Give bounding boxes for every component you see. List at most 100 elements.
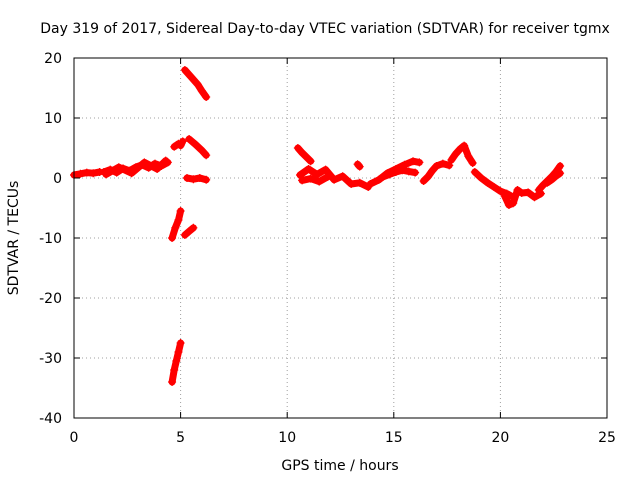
data-point-plus: [460, 141, 469, 150]
y-axis-label: SDTVAR / TECUs: [6, 181, 22, 296]
x-tick-label: 15: [385, 430, 403, 446]
data-point-plus: [197, 146, 206, 155]
data-point-plus: [556, 169, 565, 178]
data-point-plus: [551, 172, 560, 181]
data-point-plus: [193, 80, 202, 89]
data-point-plus: [321, 165, 330, 174]
data-point-plus: [543, 178, 552, 187]
data-point-plus: [174, 216, 183, 224]
data-point-plus: [202, 151, 211, 160]
data-point-plus: [379, 172, 388, 181]
x-axis-label: GPS time / hours: [281, 458, 398, 474]
data-point-plus: [168, 234, 177, 242]
data-point-plus: [496, 187, 505, 196]
axis-ticks: [73, 57, 608, 419]
y-tick-label: -10: [39, 231, 62, 247]
x-tick-label: 0: [70, 430, 79, 446]
y-tick-label: 10: [44, 111, 62, 127]
data-point-plus: [315, 177, 324, 186]
data-point-plus: [306, 174, 315, 183]
data-point-plus: [202, 93, 211, 101]
y-tick-label: -40: [39, 411, 62, 427]
data-point-plus: [500, 192, 509, 200]
data-point-plus: [185, 227, 194, 236]
data-point-plus: [468, 159, 477, 167]
data-point-plus: [385, 170, 394, 179]
data-track-2: [102, 157, 170, 178]
data-point-plus: [355, 178, 364, 187]
plot-frame: [73, 57, 608, 419]
y-tick-label: 0: [53, 171, 62, 187]
data-point-plus: [428, 166, 437, 175]
data-point-plus: [304, 165, 313, 173]
data-point-plus: [483, 178, 492, 187]
data-point-plus: [302, 153, 311, 161]
data-point-plus: [415, 158, 424, 167]
data-point-plus: [298, 148, 307, 157]
data-point-plus: [172, 357, 181, 365]
data-point-plus: [293, 144, 302, 152]
x-tick-label: 20: [491, 430, 509, 446]
data-point-plus: [140, 158, 149, 167]
data-point-plus: [423, 172, 432, 181]
data-point-plus: [477, 174, 486, 182]
data-point-plus: [391, 168, 400, 176]
grid-lines: [74, 58, 607, 418]
data-point-plus: [306, 157, 315, 166]
data-point-plus: [355, 162, 364, 171]
data-point-plus: [547, 175, 556, 184]
data-track-21: [543, 169, 564, 187]
data-point-plus: [195, 174, 204, 182]
data-point-plus: [432, 162, 441, 170]
data-point-plus: [176, 141, 185, 150]
data-point-plus: [170, 366, 179, 374]
data-track-12: [298, 173, 332, 186]
data-point-plus: [127, 169, 136, 178]
data-point-plus: [470, 168, 479, 176]
data-point-plus: [89, 169, 98, 178]
data-point-plus: [185, 135, 194, 143]
data-point-plus: [202, 175, 211, 184]
x-tick-label: 10: [278, 430, 296, 446]
data-point-plus: [313, 170, 322, 179]
data-point-plus: [189, 223, 198, 232]
data-point-plus: [187, 73, 196, 82]
data-point-plus: [504, 201, 513, 209]
data-point-plus: [298, 176, 307, 185]
data-point-plus: [530, 193, 539, 202]
data-point-plus: [490, 183, 499, 191]
data-point-plus: [168, 378, 177, 386]
y-tick-labels: 20 10 0 -10 -20 -30 -40: [39, 51, 62, 427]
data-point-plus: [513, 186, 522, 194]
data-point-plus: [408, 157, 417, 166]
data-point-plus: [534, 186, 543, 194]
data-point-plus: [455, 145, 464, 154]
data-point-plus: [197, 87, 206, 95]
data-track-10: [294, 144, 315, 165]
x-tick-labels: 0 5 10 15 20 25: [70, 430, 616, 446]
data-point-plus: [524, 188, 533, 197]
x-tick-label: 5: [176, 430, 185, 446]
data-point-plus: [101, 170, 110, 179]
data-point-plus: [174, 348, 183, 356]
x-tick-label: 25: [598, 430, 616, 446]
data-series-sdtvar: [70, 66, 565, 386]
data-point-plus: [76, 169, 85, 178]
chart-title: Day 319 of 2017, Sidereal Day-to-day VTE…: [40, 21, 610, 37]
data-track-9: [181, 66, 210, 101]
data-track-4: [168, 207, 185, 242]
data-track-17: [447, 142, 477, 167]
y-tick-label: -30: [39, 351, 62, 367]
data-point-plus: [338, 172, 347, 181]
data-point-plus: [180, 66, 189, 74]
data-point-plus: [182, 174, 191, 182]
data-point-plus: [411, 168, 420, 177]
data-point-plus: [464, 152, 473, 161]
y-tick-label: -20: [39, 291, 62, 307]
data-point-plus: [451, 150, 460, 158]
data-point-plus: [419, 177, 428, 185]
data-point-plus: [509, 199, 518, 208]
data-point-plus: [347, 180, 356, 188]
data-point-plus: [330, 175, 339, 184]
